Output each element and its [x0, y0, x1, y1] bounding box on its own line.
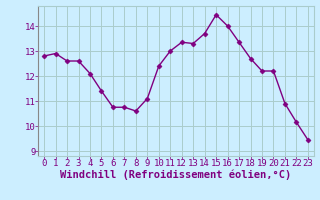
X-axis label: Windchill (Refroidissement éolien,°C): Windchill (Refroidissement éolien,°C)	[60, 169, 292, 180]
